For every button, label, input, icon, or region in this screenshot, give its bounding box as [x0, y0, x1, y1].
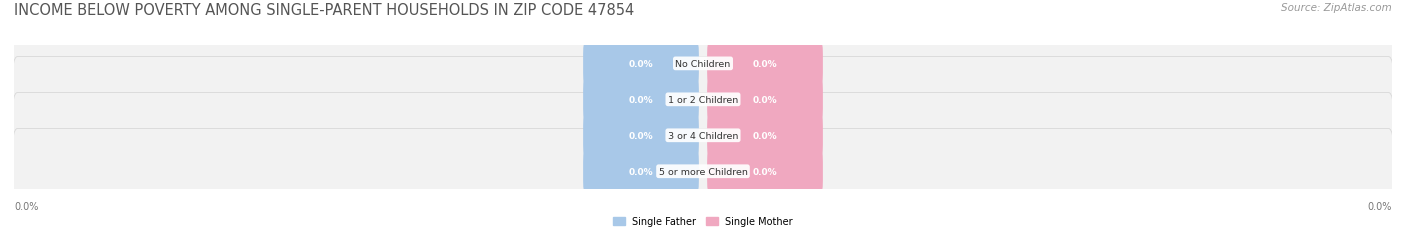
FancyBboxPatch shape — [583, 148, 699, 195]
FancyBboxPatch shape — [583, 40, 699, 88]
Text: 0.0%: 0.0% — [628, 95, 654, 104]
Text: 0.0%: 0.0% — [628, 167, 654, 176]
FancyBboxPatch shape — [583, 76, 699, 124]
FancyBboxPatch shape — [707, 40, 823, 88]
Text: 0.0%: 0.0% — [628, 131, 654, 140]
FancyBboxPatch shape — [707, 148, 823, 195]
Text: 0.0%: 0.0% — [752, 95, 778, 104]
Text: Source: ZipAtlas.com: Source: ZipAtlas.com — [1281, 3, 1392, 13]
FancyBboxPatch shape — [583, 112, 699, 159]
Text: 0.0%: 0.0% — [752, 167, 778, 176]
Text: 3 or 4 Children: 3 or 4 Children — [668, 131, 738, 140]
Text: 0.0%: 0.0% — [628, 60, 654, 69]
FancyBboxPatch shape — [707, 76, 823, 124]
FancyBboxPatch shape — [13, 93, 1393, 178]
Legend: Single Father, Single Mother: Single Father, Single Mother — [613, 216, 793, 226]
Text: No Children: No Children — [675, 60, 731, 69]
Text: 0.0%: 0.0% — [752, 60, 778, 69]
FancyBboxPatch shape — [13, 57, 1393, 143]
Text: 0.0%: 0.0% — [752, 131, 778, 140]
FancyBboxPatch shape — [13, 21, 1393, 107]
FancyBboxPatch shape — [707, 112, 823, 159]
Text: 0.0%: 0.0% — [1368, 201, 1392, 211]
Text: INCOME BELOW POVERTY AMONG SINGLE-PARENT HOUSEHOLDS IN ZIP CODE 47854: INCOME BELOW POVERTY AMONG SINGLE-PARENT… — [14, 3, 634, 18]
FancyBboxPatch shape — [13, 129, 1393, 214]
Text: 1 or 2 Children: 1 or 2 Children — [668, 95, 738, 104]
Text: 0.0%: 0.0% — [14, 201, 38, 211]
Text: 5 or more Children: 5 or more Children — [658, 167, 748, 176]
